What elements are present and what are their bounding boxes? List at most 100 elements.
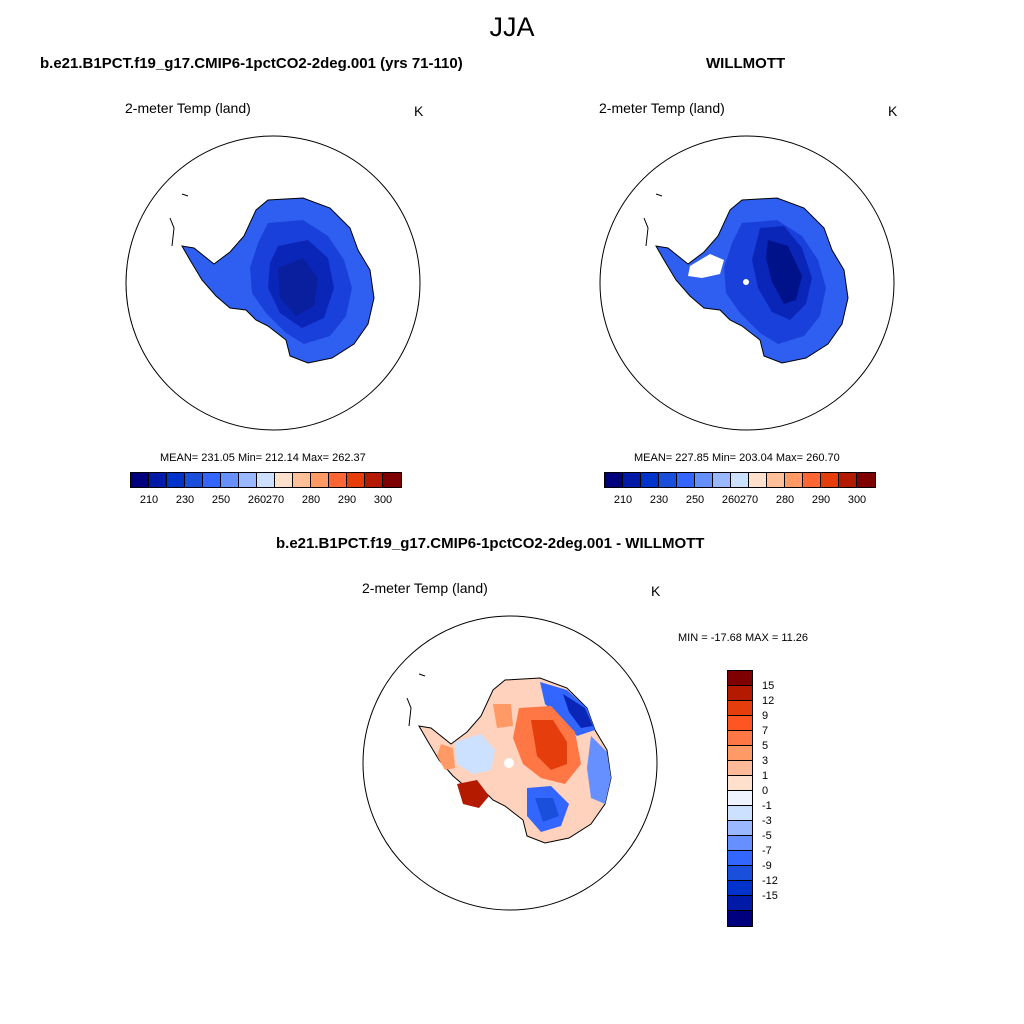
- diff-variable-label: 2-meter Temp (land): [362, 580, 488, 596]
- colorbar-box: [749, 473, 767, 487]
- colorbar-box: [605, 473, 623, 487]
- colorbar-box: [149, 473, 167, 487]
- left-panel-title: b.e21.B1PCT.f19_g17.CMIP6-1pctCO2-2deg.0…: [40, 55, 463, 72]
- colorbar-box: [347, 473, 365, 487]
- colorbar-box: [785, 473, 803, 487]
- colorbar-box: [311, 473, 329, 487]
- colorbar-box: [728, 791, 752, 806]
- colorbar-box: [203, 473, 221, 487]
- colorbar-tick-label: 260: [247, 494, 267, 506]
- right-antarctica-field: [655, 197, 849, 364]
- left-temp-colorbar: [130, 472, 402, 488]
- colorbar-tick-label: -5: [762, 830, 772, 842]
- left-antarctica-field: [181, 197, 375, 364]
- colorbar-box: [677, 473, 695, 487]
- colorbar-tick-label: 5: [762, 740, 769, 752]
- colorbar-tick-label: 290: [811, 494, 831, 506]
- colorbar-tick-label: 210: [613, 494, 633, 506]
- colorbar-box: [185, 473, 203, 487]
- colorbar-box: [239, 473, 257, 487]
- colorbar-box: [728, 671, 752, 686]
- colorbar-tick-label: 1: [762, 770, 769, 782]
- diff-panel-title: b.e21.B1PCT.f19_g17.CMIP6-1pctCO2-2deg.0…: [276, 535, 705, 552]
- figure-title: JJA: [489, 12, 535, 42]
- colorbar-tick-label: -3: [762, 815, 772, 827]
- colorbar-tick-label: 250: [211, 494, 231, 506]
- colorbar-box: [728, 911, 752, 926]
- colorbar-box: [695, 473, 713, 487]
- colorbar-box: [728, 731, 752, 746]
- right-stats-label: MEAN= 227.85 Min= 203.04 Max= 260.70: [634, 452, 840, 464]
- colorbar-box: [623, 473, 641, 487]
- colorbar-box: [275, 473, 293, 487]
- colorbar-box: [728, 686, 752, 701]
- colorbar-tick-label: 7: [762, 725, 769, 737]
- colorbar-box: [728, 821, 752, 836]
- colorbar-box: [728, 851, 752, 866]
- right-variable-label: 2-meter Temp (land): [599, 100, 725, 116]
- colorbar-box: [293, 473, 311, 487]
- colorbar-tick-label: 9: [762, 710, 769, 722]
- colorbar-tick-label: 260: [721, 494, 741, 506]
- colorbar-box: [728, 746, 752, 761]
- colorbar-box: [221, 473, 239, 487]
- right-temp-colorbar: [604, 472, 876, 488]
- colorbar-box: [131, 473, 149, 487]
- diff-coastline-islands: [406, 673, 426, 727]
- colorbar-tick-label: 280: [775, 494, 795, 506]
- colorbar-tick-label: 3: [762, 755, 769, 767]
- colorbar-box: [728, 866, 752, 881]
- colorbar-tick-label: 230: [175, 494, 195, 506]
- colorbar-tick-label: 300: [847, 494, 867, 506]
- colorbar-tick-label: -1: [762, 800, 772, 812]
- colorbar-box: [659, 473, 677, 487]
- colorbar-box: [857, 473, 875, 487]
- colorbar-tick-label: 300: [373, 494, 393, 506]
- diff-antarctica-field: [418, 677, 612, 844]
- colorbar-box: [728, 836, 752, 851]
- colorbar-box: [167, 473, 185, 487]
- colorbar-tick-label: 0: [762, 785, 769, 797]
- right-panel-title: WILLMOTT: [706, 55, 786, 72]
- left-coastline-islands: [169, 193, 189, 247]
- colorbar-box: [767, 473, 785, 487]
- diff-units-label: K: [651, 583, 661, 599]
- colorbar-box: [383, 473, 401, 487]
- right-polar-map: [599, 135, 895, 431]
- colorbar-box: [728, 761, 752, 776]
- colorbar-tick-label: 270: [265, 494, 285, 506]
- colorbar-box: [731, 473, 749, 487]
- colorbar-tick-label: -15: [762, 890, 778, 902]
- colorbar-box: [728, 776, 752, 791]
- colorbar-box: [365, 473, 383, 487]
- right-coastline-islands: [643, 193, 663, 247]
- colorbar-tick-label: 280: [301, 494, 321, 506]
- left-stats-label: MEAN= 231.05 Min= 212.14 Max= 262.37: [160, 452, 366, 464]
- colorbar-tick-label: 290: [337, 494, 357, 506]
- left-variable-label: 2-meter Temp (land): [125, 100, 251, 116]
- colorbar-box: [728, 806, 752, 821]
- colorbar-tick-label: 250: [685, 494, 705, 506]
- colorbar-box: [257, 473, 275, 487]
- colorbar-tick-label: 15: [762, 680, 775, 692]
- colorbar-box: [713, 473, 731, 487]
- colorbar-tick-label: -7: [762, 845, 772, 857]
- colorbar-box: [728, 701, 752, 716]
- colorbar-tick-label: 270: [739, 494, 759, 506]
- colorbar-tick-label: 210: [139, 494, 159, 506]
- left-polar-map: [125, 135, 421, 431]
- colorbar-box: [821, 473, 839, 487]
- colorbar-box: [728, 896, 752, 911]
- colorbar-box: [728, 881, 752, 896]
- colorbar-box: [728, 716, 752, 731]
- colorbar-box: [803, 473, 821, 487]
- colorbar-tick-label: 12: [762, 695, 775, 707]
- colorbar-box: [329, 473, 347, 487]
- colorbar-box: [839, 473, 857, 487]
- diff-polar-map: [362, 615, 658, 911]
- colorbar-tick-label: 230: [649, 494, 669, 506]
- left-units-label: K: [414, 103, 424, 119]
- diff-colorbar: [727, 670, 753, 927]
- colorbar-tick-label: -9: [762, 860, 772, 872]
- diff-stats-label: MIN = -17.68 MAX = 11.26: [678, 632, 809, 644]
